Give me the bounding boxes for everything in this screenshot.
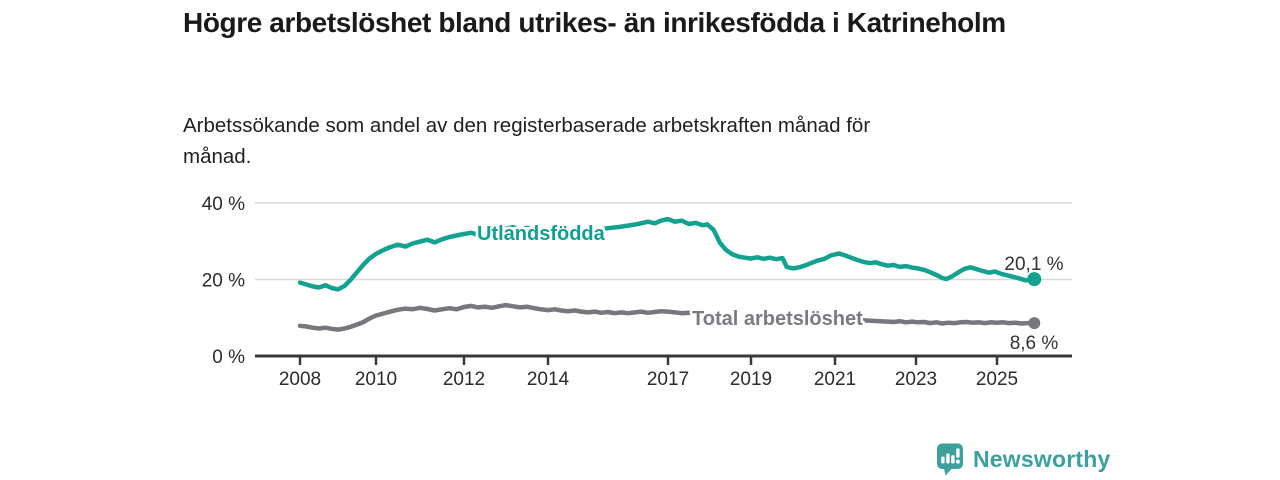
series-line-utlandsfodda bbox=[297, 216, 1037, 292]
x-tick-label: 2008 bbox=[279, 369, 321, 390]
y-axis-labels: 0 % 20 % 40 % bbox=[202, 194, 245, 368]
end-dot bbox=[1028, 317, 1041, 330]
x-axis bbox=[255, 354, 1072, 365]
series-lines bbox=[297, 216, 1037, 332]
x-tick-label: 2014 bbox=[527, 369, 570, 390]
x-tick-label: 2021 bbox=[814, 369, 856, 390]
newsworthy-logo-icon bbox=[937, 443, 963, 476]
series-end-dots bbox=[1027, 272, 1042, 330]
y-tick-label: 20 % bbox=[202, 271, 245, 292]
x-tick-label: 2025 bbox=[976, 369, 1018, 390]
series-inline-labels: Utlandsfödda Total arbetslöshet bbox=[475, 221, 866, 333]
series-label: Total arbetslöshet bbox=[692, 308, 863, 330]
newsworthy-brand[interactable]: Newsworthy bbox=[936, 443, 1110, 476]
series-label-halo bbox=[478, 227, 605, 241]
x-tick-label: 2023 bbox=[895, 369, 937, 390]
x-axis-labels: 2008 2010 2012 2014 2017 2019 2021 2023 2025 bbox=[279, 369, 1018, 390]
gridlines bbox=[255, 202, 1072, 281]
end-value-label: 8,6 % bbox=[1010, 333, 1059, 354]
series-end-value-labels: 20,1 % 8,6 % bbox=[1004, 254, 1063, 354]
chart-title: Högre arbetslöshet bland utrikes- än inr… bbox=[183, 7, 1006, 38]
x-tick-label: 2019 bbox=[730, 369, 772, 390]
end-dot bbox=[1027, 272, 1042, 287]
series-label: Utlandsfödda bbox=[477, 223, 606, 245]
series-line-total bbox=[297, 302, 1037, 332]
x-tick-label: 2017 bbox=[647, 369, 689, 390]
end-value-label: 20,1 % bbox=[1004, 254, 1063, 275]
series-label-halo bbox=[693, 312, 863, 326]
y-tick-label: 0 % bbox=[212, 347, 245, 368]
chart-subtitle: Arbetssökande som andel av den registerb… bbox=[183, 114, 871, 168]
y-tick-label: 40 % bbox=[202, 194, 245, 215]
brand-name: Newsworthy bbox=[973, 446, 1111, 472]
x-tick-label: 2010 bbox=[355, 369, 397, 390]
x-tick-label: 2012 bbox=[443, 369, 485, 390]
